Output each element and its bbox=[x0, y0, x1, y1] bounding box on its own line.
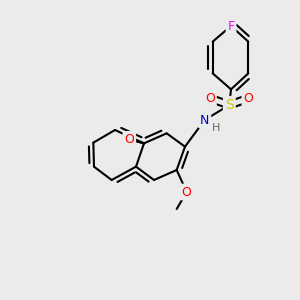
Text: O: O bbox=[182, 185, 192, 199]
Text: F: F bbox=[227, 20, 235, 32]
Text: N: N bbox=[200, 113, 209, 127]
Text: S: S bbox=[225, 98, 234, 112]
Text: O: O bbox=[205, 92, 215, 105]
Text: O: O bbox=[124, 133, 134, 146]
Text: H: H bbox=[212, 123, 220, 133]
Text: O: O bbox=[243, 92, 253, 105]
